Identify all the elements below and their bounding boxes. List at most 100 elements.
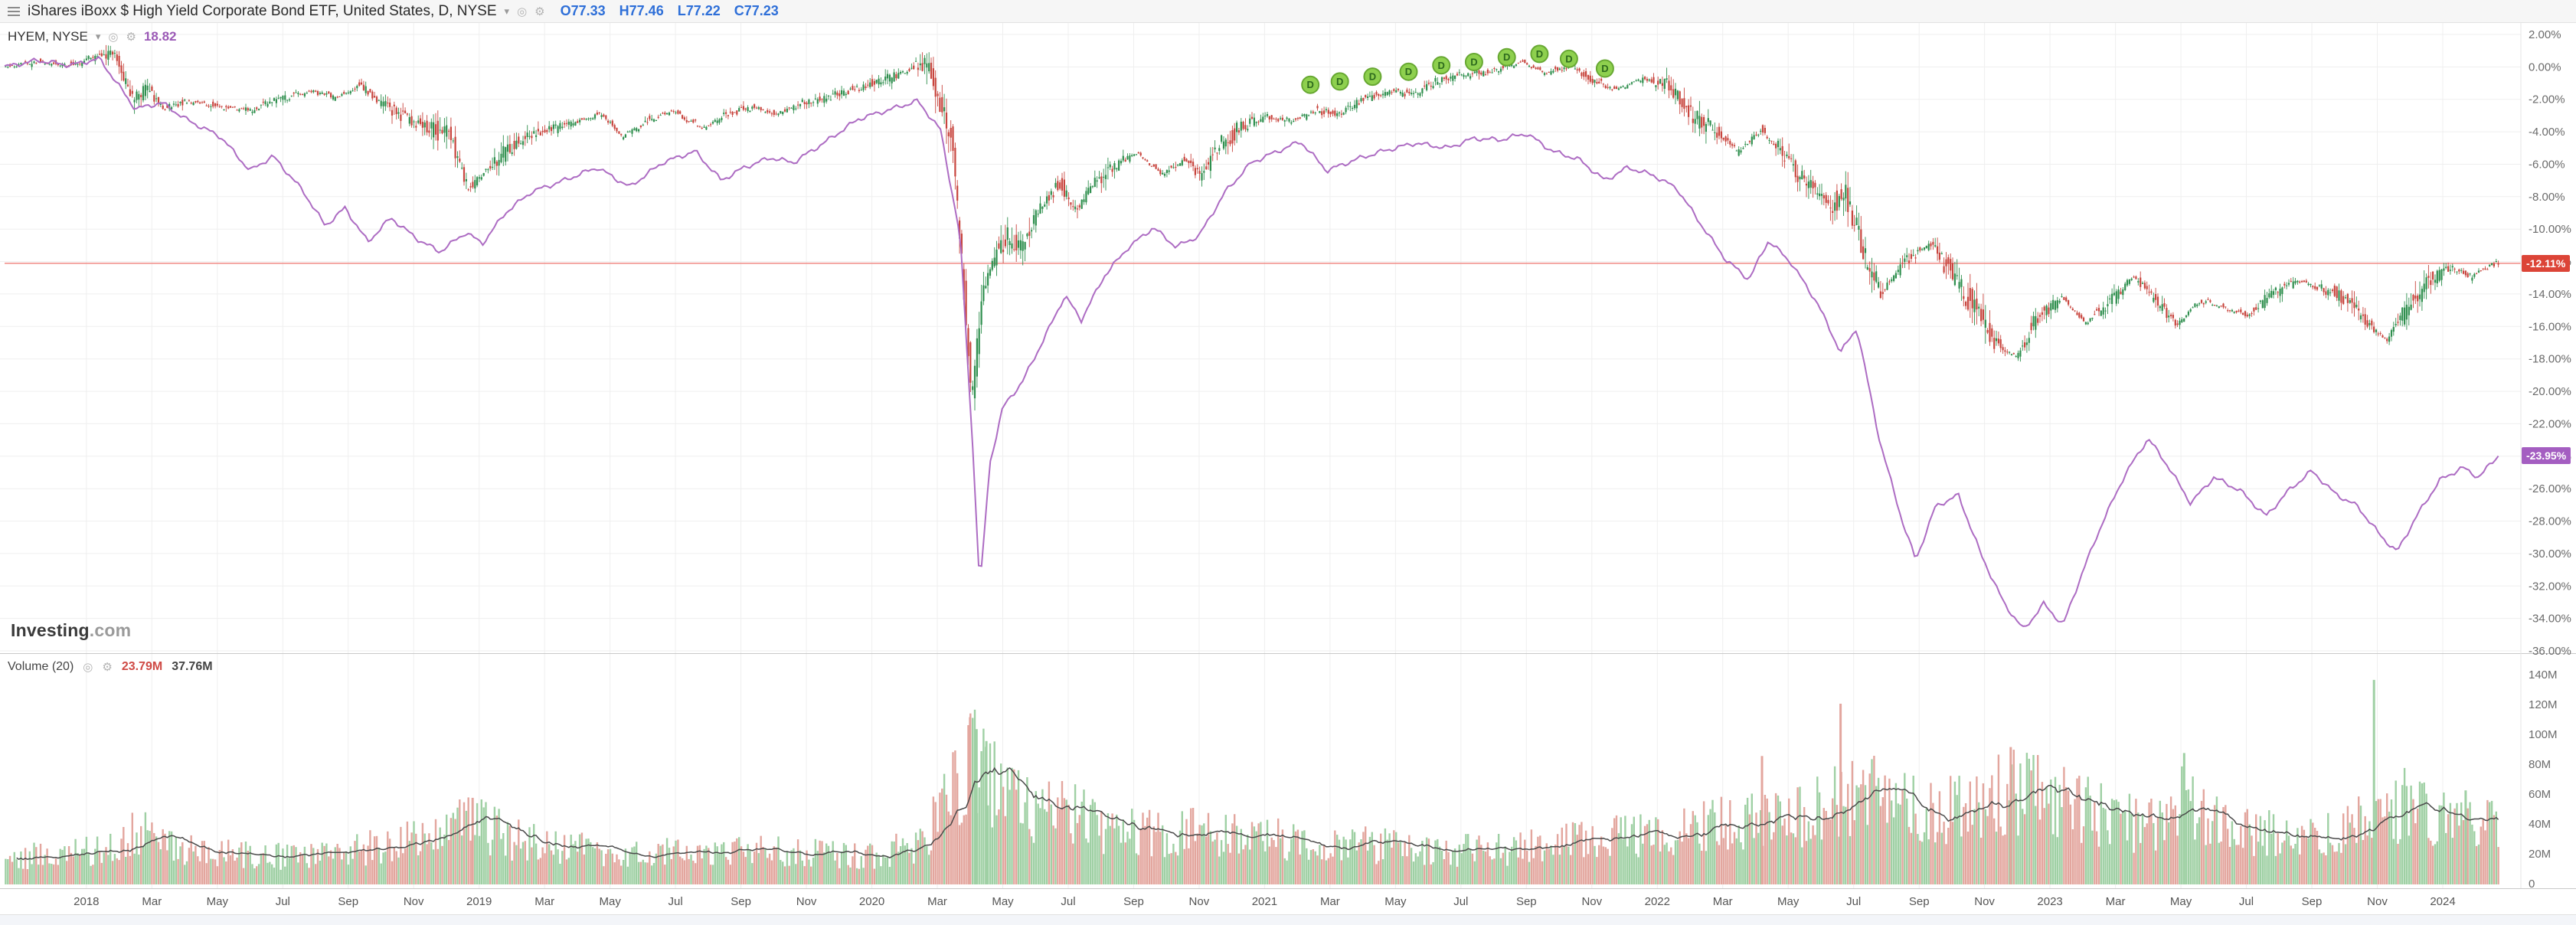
svg-text:60M: 60M	[2529, 788, 2551, 801]
chart-title[interactable]: iShares iBoxx $ High Yield Corporate Bon…	[28, 2, 497, 19]
svg-text:120M: 120M	[2529, 698, 2558, 711]
svg-text:Nov: Nov	[796, 895, 817, 908]
settings-icon[interactable]: ⚙	[534, 5, 545, 18]
visibility-icon[interactable]: ◎	[108, 31, 119, 44]
svg-text:D: D	[1336, 76, 1343, 87]
svg-text:2023: 2023	[2037, 895, 2062, 908]
volume-legend: Volume (20) ◎ ⚙ 23.79M 37.76M	[8, 660, 213, 674]
svg-text:D: D	[1438, 60, 1445, 71]
chart-header: iShares iBoxx $ High Yield Corporate Bon…	[0, 0, 2576, 23]
menu-icon-bar	[8, 10, 20, 12]
svg-text:D: D	[1369, 71, 1376, 83]
ohlc-high: H77.46	[619, 3, 664, 18]
time-axis[interactable]	[0, 890, 2521, 913]
svg-text:Sep: Sep	[338, 895, 358, 908]
svg-text:Nov: Nov	[2367, 895, 2388, 908]
svg-text:Jul: Jul	[276, 895, 290, 908]
hyg-price-badge: -12.11%	[2522, 254, 2571, 272]
compare-series-legend: HYEM, NYSE ▾ ◎ ⚙ 18.82	[8, 29, 176, 44]
svg-text:Jul: Jul	[669, 895, 683, 908]
ohlc-low: L77.22	[677, 3, 721, 18]
svg-text:Sep: Sep	[2302, 895, 2323, 908]
investing-logo-brand: Investing	[11, 620, 90, 640]
svg-text:-8.00%: -8.00%	[2529, 191, 2565, 204]
svg-text:Jul: Jul	[2239, 895, 2254, 908]
svg-text:Nov: Nov	[1581, 895, 1602, 908]
hyem-price-badge: -23.95%	[2522, 446, 2571, 464]
compare-value: 18.82	[143, 29, 177, 44]
compare-symbol[interactable]: HYEM, NYSE	[8, 29, 88, 44]
svg-text:2022: 2022	[1645, 895, 1670, 908]
chevron-down-icon[interactable]: ▾	[504, 5, 510, 17]
svg-text:D: D	[1470, 57, 1477, 68]
ohlc-open: O77.33	[560, 3, 606, 18]
ohlc-values: O77.33 H77.46 L77.22 C77.23	[561, 3, 779, 19]
svg-text:D: D	[1307, 79, 1314, 90]
svg-text:D: D	[1601, 63, 1608, 74]
svg-text:-34.00%: -34.00%	[2529, 613, 2571, 626]
svg-text:2021: 2021	[1252, 895, 1277, 908]
svg-text:D: D	[1405, 66, 1412, 77]
svg-text:0: 0	[2529, 878, 2535, 891]
svg-text:40M: 40M	[2529, 818, 2551, 831]
svg-text:Mar: Mar	[534, 895, 554, 908]
svg-text:-4.00%: -4.00%	[2529, 126, 2565, 139]
svg-text:2024: 2024	[2430, 895, 2455, 908]
svg-text:May: May	[992, 895, 1014, 908]
svg-text:Jul: Jul	[1061, 895, 1075, 908]
svg-text:Mar: Mar	[1320, 895, 1340, 908]
svg-text:D: D	[1536, 48, 1543, 60]
svg-text:-30.00%: -30.00%	[2529, 547, 2571, 561]
visibility-icon[interactable]: ◎	[83, 661, 93, 674]
svg-text:Jul: Jul	[1453, 895, 1468, 908]
svg-text:Nov: Nov	[1189, 895, 1210, 908]
menu-icon-bar	[8, 14, 20, 16]
menu-icon[interactable]	[8, 6, 20, 16]
svg-text:-20.00%: -20.00%	[2529, 385, 2571, 398]
svg-text:May: May	[1777, 895, 1800, 908]
visibility-icon[interactable]: ◎	[517, 5, 528, 18]
svg-text:-16.00%: -16.00%	[2529, 320, 2571, 333]
svg-text:Sep: Sep	[1516, 895, 1537, 908]
svg-text:Mar: Mar	[1713, 895, 1733, 908]
svg-text:-28.00%: -28.00%	[2529, 515, 2571, 528]
svg-text:140M: 140M	[2529, 668, 2558, 681]
svg-text:Sep: Sep	[731, 895, 751, 908]
svg-text:D: D	[1503, 51, 1510, 63]
svg-text:May: May	[1384, 895, 1407, 908]
volume-label: Volume (20)	[8, 660, 74, 673]
svg-text:May: May	[2170, 895, 2192, 908]
svg-text:Jul: Jul	[1846, 895, 1861, 908]
volume-current: 23.79M	[121, 660, 163, 673]
settings-icon[interactable]: ⚙	[102, 661, 113, 674]
ohlc-close: C77.23	[734, 3, 779, 18]
chevron-down-icon[interactable]: ▾	[95, 31, 101, 42]
svg-text:2020: 2020	[859, 895, 884, 908]
svg-text:80M: 80M	[2529, 758, 2551, 771]
menu-icon-bar	[8, 6, 20, 8]
svg-text:Mar: Mar	[2106, 895, 2126, 908]
settings-icon[interactable]: ⚙	[126, 31, 136, 44]
svg-text:-32.00%: -32.00%	[2529, 580, 2571, 593]
scrollbar-track[interactable]	[0, 914, 2576, 925]
svg-text:2018: 2018	[74, 895, 99, 908]
svg-text:Sep: Sep	[1123, 895, 1144, 908]
svg-text:-18.00%: -18.00%	[2529, 353, 2571, 366]
svg-text:-14.00%: -14.00%	[2529, 288, 2571, 301]
investing-logo: Investing.com	[11, 620, 131, 641]
svg-text:Sep: Sep	[1909, 895, 1930, 908]
svg-text:Nov: Nov	[1974, 895, 1995, 908]
svg-text:May: May	[207, 895, 229, 908]
svg-text:-10.00%: -10.00%	[2529, 223, 2571, 236]
svg-text:Mar: Mar	[927, 895, 947, 908]
svg-text:2.00%: 2.00%	[2529, 28, 2561, 41]
svg-text:-26.00%: -26.00%	[2529, 482, 2571, 495]
svg-text:0.00%: 0.00%	[2529, 60, 2561, 74]
svg-text:-36.00%: -36.00%	[2529, 645, 2571, 658]
svg-text:20M: 20M	[2529, 848, 2551, 861]
svg-text:Mar: Mar	[142, 895, 162, 908]
svg-text:2019: 2019	[466, 895, 492, 908]
volume-ma-value: 37.76M	[172, 660, 213, 673]
